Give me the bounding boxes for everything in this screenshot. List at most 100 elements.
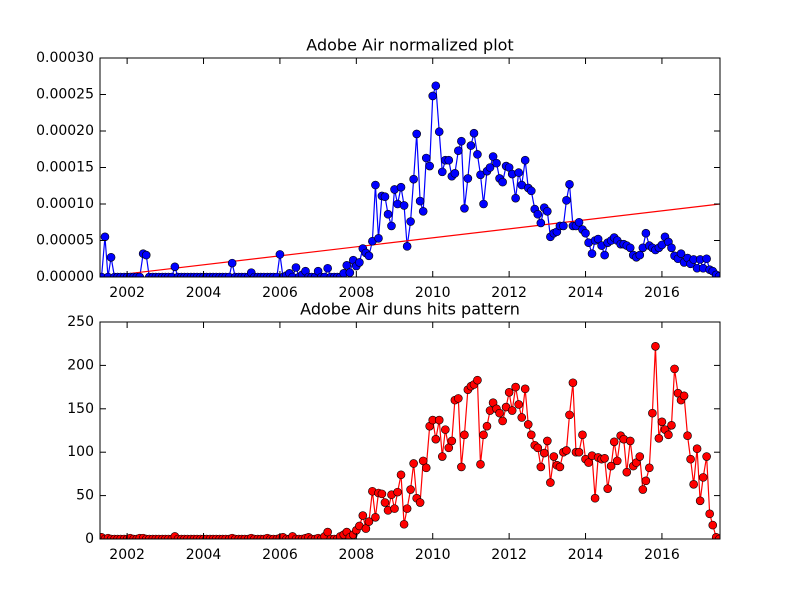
data-point: [342, 261, 352, 270]
plot-area: [100, 81, 720, 277]
data-point: [664, 430, 673, 440]
data-point: [275, 250, 285, 259]
data-point: [590, 493, 600, 503]
data-point: [523, 420, 533, 429]
data-point: [399, 201, 409, 210]
data-point: [495, 408, 504, 418]
data-point: [460, 204, 469, 213]
x-tick-label: 2010: [415, 285, 451, 301]
data-point: [434, 415, 444, 425]
data-point: [135, 272, 145, 277]
data-point: [543, 207, 552, 216]
data-point: [695, 496, 705, 506]
data-point: [355, 258, 364, 267]
data-point: [409, 459, 418, 468]
data-point: [364, 517, 374, 526]
data-point: [479, 430, 488, 440]
data-point: [396, 470, 406, 480]
data-point: [428, 91, 438, 101]
y-tick-label: 0.00005: [36, 233, 94, 249]
data-point: [565, 179, 574, 189]
data-point: [676, 249, 686, 258]
data-point: [507, 406, 517, 415]
data-point: [466, 141, 476, 150]
data-point: [406, 485, 415, 494]
data-point: [431, 81, 441, 91]
data-point: [581, 228, 590, 238]
data-point: [562, 196, 571, 205]
data-point: [415, 498, 425, 507]
data-point: [431, 434, 441, 444]
data-point: [460, 430, 469, 440]
data-point: [288, 272, 297, 277]
y-tick-label: 150: [67, 401, 94, 417]
data-point: [476, 460, 485, 469]
data-point: [686, 454, 695, 464]
data-point: [520, 155, 530, 165]
data-point: [536, 462, 546, 472]
data-point: [323, 263, 332, 273]
data-point: [106, 252, 116, 262]
data-point: [421, 153, 431, 163]
data-point: [600, 453, 609, 463]
data-point: [667, 243, 676, 253]
data-point: [498, 416, 507, 426]
data-point: [612, 456, 622, 466]
data-point: [492, 158, 501, 168]
data-point: [511, 193, 520, 203]
data-point: [555, 462, 565, 472]
y-tick-label: 0.00000: [36, 269, 94, 285]
data-point: [578, 430, 587, 440]
data-point: [645, 463, 654, 473]
data-point: [409, 174, 418, 184]
data-point: [526, 430, 536, 440]
plot-area: [100, 342, 720, 539]
data-point: [393, 487, 402, 497]
data-point: [648, 408, 657, 418]
data-point: [421, 463, 431, 473]
y-tick-label: 0.00015: [36, 160, 94, 176]
data-point: [635, 452, 645, 461]
data-point: [454, 394, 463, 403]
y-tick-label: 0.00030: [36, 50, 94, 66]
data-point: [412, 129, 421, 139]
data-point: [371, 180, 380, 190]
data-point: [705, 509, 714, 519]
y-tick-label: 50: [76, 488, 94, 504]
data-point: [543, 436, 552, 446]
data-point: [482, 421, 492, 431]
data-point: [533, 443, 543, 453]
data-point: [520, 384, 530, 394]
x-tick-label: 2014: [568, 547, 604, 563]
axes-frame: [99, 321, 721, 540]
y-tick-label: 0.00025: [36, 87, 94, 103]
data-point: [371, 512, 380, 522]
data-point: [170, 262, 180, 272]
data-point: [387, 221, 396, 231]
data-point: [584, 458, 593, 467]
data-point: [377, 489, 387, 499]
data-point: [546, 478, 555, 487]
data-point: [641, 476, 651, 486]
data-point: [380, 498, 390, 507]
data-point: [683, 431, 692, 441]
data-point: [574, 447, 584, 457]
data-point: [600, 250, 609, 260]
data-point: [702, 254, 711, 264]
data-point: [539, 448, 549, 458]
chart-title: Adobe Air duns hits pattern: [300, 300, 520, 319]
y-tick-label: 250: [67, 314, 94, 330]
data-point: [587, 249, 597, 258]
data-point: [374, 234, 383, 243]
data-point: [463, 174, 473, 183]
data-point: [606, 461, 616, 471]
data-point: [406, 217, 415, 226]
data-point: [549, 452, 559, 461]
data-point: [498, 177, 507, 187]
x-tick-label: 2012: [491, 547, 527, 563]
data-point: [714, 271, 720, 277]
data-point: [227, 258, 237, 268]
data-point: [679, 391, 689, 401]
y-tick-label: 0: [85, 531, 94, 547]
